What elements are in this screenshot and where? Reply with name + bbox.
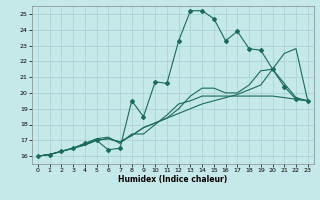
X-axis label: Humidex (Indice chaleur): Humidex (Indice chaleur) (118, 175, 228, 184)
